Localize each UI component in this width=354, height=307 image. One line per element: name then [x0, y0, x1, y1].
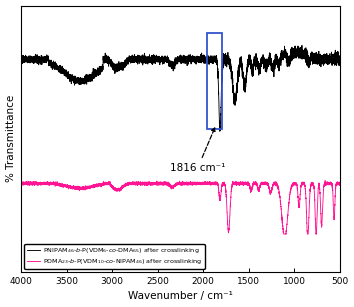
PDMA$_{23}$-$b$-P(VDM$_{10}$-$co$-NIPAM$_{46}$) after crosslinking [281, 232, 286, 236]
PNIPAM$_{46}$-$b$-P(VDM$_{6}$-$co$-DMA$_{65}$) after crosslinking [218, 129, 222, 133]
PDMA$_{23}$-$b$-P(VDM$_{10}$-$co$-NIPAM$_{46}$) after crosslinking [332, 217, 336, 221]
PNIPAM$_{46}$-$b$-P(VDM$_{6}$-$co$-DMA$_{65}$) after crosslinking [332, 56, 336, 60]
PDMA$_{23}$-$b$-P(VDM$_{10}$-$co$-NIPAM$_{46}$) after crosslinking [63, 185, 67, 188]
PNIPAM$_{46}$-$b$-P(VDM$_{6}$-$co$-DMA$_{65}$) after crosslinking [338, 57, 342, 61]
PDMA$_{23}$-$b$-P(VDM$_{10}$-$co$-NIPAM$_{46}$) after crosslinking [139, 182, 143, 186]
Line: PNIPAM$_{46}$-$b$-P(VDM$_{6}$-$co$-DMA$_{65}$) after crosslinking: PNIPAM$_{46}$-$b$-P(VDM$_{6}$-$co$-DMA$_… [21, 45, 340, 131]
PNIPAM$_{46}$-$b$-P(VDM$_{6}$-$co$-DMA$_{65}$) after crosslinking [158, 58, 162, 62]
Line: PDMA$_{23}$-$b$-P(VDM$_{10}$-$co$-NIPAM$_{46}$) after crosslinking: PDMA$_{23}$-$b$-P(VDM$_{10}$-$co$-NIPAM$… [21, 181, 340, 234]
PNIPAM$_{46}$-$b$-P(VDM$_{6}$-$co$-DMA$_{65}$) after crosslinking [19, 55, 23, 58]
PNIPAM$_{46}$-$b$-P(VDM$_{6}$-$co$-DMA$_{65}$) after crosslinking [264, 70, 269, 74]
Legend: PNIPAM$_{46}$-$b$-P(VDM$_{6}$-$co$-DMA$_{65}$) after crosslinking, PDMA$_{23}$-$: PNIPAM$_{46}$-$b$-P(VDM$_{6}$-$co$-DMA$_… [24, 244, 205, 269]
PDMA$_{23}$-$b$-P(VDM$_{10}$-$co$-NIPAM$_{46}$) after crosslinking [19, 181, 23, 185]
PDMA$_{23}$-$b$-P(VDM$_{10}$-$co$-NIPAM$_{46}$) after crosslinking [323, 179, 327, 182]
PDMA$_{23}$-$b$-P(VDM$_{10}$-$co$-NIPAM$_{46}$) after crosslinking [264, 181, 269, 185]
X-axis label: Wavenumber / cm⁻¹: Wavenumber / cm⁻¹ [128, 291, 233, 301]
Bar [207, 33, 222, 129]
Y-axis label: % Transmittance: % Transmittance [6, 95, 16, 182]
Text: 1816 cm⁻¹: 1816 cm⁻¹ [170, 128, 225, 173]
PDMA$_{23}$-$b$-P(VDM$_{10}$-$co$-NIPAM$_{46}$) after crosslinking [282, 232, 286, 236]
PDMA$_{23}$-$b$-P(VDM$_{10}$-$co$-NIPAM$_{46}$) after crosslinking [338, 181, 342, 185]
PNIPAM$_{46}$-$b$-P(VDM$_{6}$-$co$-DMA$_{65}$) after crosslinking [300, 44, 304, 47]
PNIPAM$_{46}$-$b$-P(VDM$_{6}$-$co$-DMA$_{65}$) after crosslinking [282, 52, 286, 55]
PDMA$_{23}$-$b$-P(VDM$_{10}$-$co$-NIPAM$_{46}$) after crosslinking [158, 182, 162, 186]
PNIPAM$_{46}$-$b$-P(VDM$_{6}$-$co$-DMA$_{65}$) after crosslinking [63, 69, 67, 73]
PNIPAM$_{46}$-$b$-P(VDM$_{6}$-$co$-DMA$_{65}$) after crosslinking [139, 56, 143, 60]
